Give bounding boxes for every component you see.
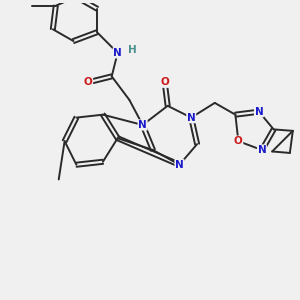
Text: N: N bbox=[257, 145, 266, 155]
Text: H: H bbox=[128, 45, 137, 55]
Text: N: N bbox=[175, 160, 184, 170]
Text: N: N bbox=[113, 48, 122, 58]
Text: N: N bbox=[138, 120, 147, 130]
Text: O: O bbox=[234, 136, 243, 146]
Text: N: N bbox=[187, 112, 196, 123]
Text: N: N bbox=[255, 107, 263, 117]
Text: O: O bbox=[160, 77, 169, 87]
Text: O: O bbox=[84, 77, 92, 87]
